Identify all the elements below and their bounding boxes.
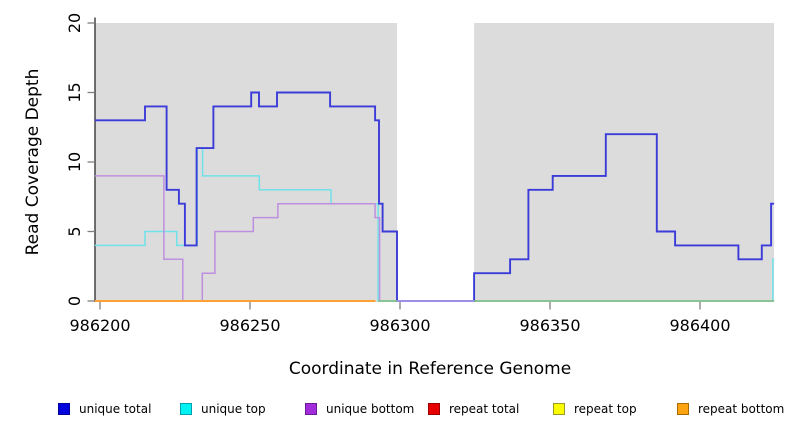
legend-swatch-unique-top-icon <box>180 403 192 415</box>
plot-background-right <box>474 23 775 302</box>
legend-label: unique bottom <box>326 402 415 416</box>
legend-label: unique total <box>79 402 152 416</box>
series-line-unique-total <box>94 91 775 302</box>
legend-swatch-repeat-bottom-icon <box>677 403 689 415</box>
legend-item-unique-top: unique top <box>180 400 266 418</box>
legend-swatch-unique-total-icon <box>58 403 70 415</box>
legend-label: unique top <box>201 402 266 416</box>
x-tick-label: 986350 <box>519 316 580 335</box>
y-axis-title: Read Coverage Depth <box>23 69 43 256</box>
legend-item-repeat-bottom: repeat bottom <box>677 400 784 418</box>
legend-item-repeat-top: repeat top <box>553 400 637 418</box>
legend: unique total unique top unique bottom repea… <box>0 400 792 422</box>
y-tick-label: 0 <box>65 296 84 306</box>
legend-swatch-repeat-top-icon <box>553 403 565 415</box>
y-tick-label: 15 <box>65 82 84 102</box>
legend-item-unique-bottom: unique bottom <box>305 400 414 418</box>
x-tick-label: 986400 <box>669 316 730 335</box>
legend-item-unique-total: unique total <box>58 400 151 418</box>
legend-label: repeat total <box>449 402 520 416</box>
legend-label: repeat top <box>574 402 637 416</box>
legend-swatch-repeat-total-icon <box>428 403 440 415</box>
legend-swatch-unique-bottom-icon <box>305 403 317 415</box>
legend-label: repeat bottom <box>698 402 785 416</box>
y-tick-label: 20 <box>65 13 84 33</box>
x-axis-title: Coordinate in Reference Genome <box>289 359 571 379</box>
x-tick-label: 986250 <box>219 316 280 335</box>
x-tick-label: 986300 <box>369 316 430 335</box>
legend-item-repeat-total: repeat total <box>428 400 519 418</box>
x-tick-label: 986200 <box>69 316 130 335</box>
y-tick-label: 5 <box>65 226 84 236</box>
series-line-unique-bottom <box>94 175 775 302</box>
plot-background-left <box>94 23 398 302</box>
y-tick-label: 10 <box>65 152 84 172</box>
